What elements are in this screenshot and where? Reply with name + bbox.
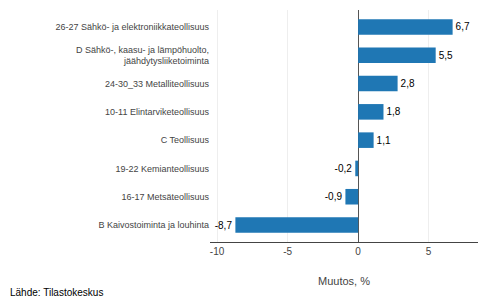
svg-text:-10: -10: [210, 246, 225, 257]
svg-text:0: 0: [355, 246, 361, 257]
svg-text:16-17 Metsäteollisuus: 16-17 Metsäteollisuus: [121, 192, 209, 202]
svg-text:D Sähkö-, kaasu- ja lämpöhuolt: D Sähkö-, kaasu- ja lämpöhuolto,jäähdyty…: [76, 45, 209, 67]
svg-text:24-30_33 Metalliteollisuus: 24-30_33 Metalliteollisuus: [105, 79, 210, 89]
svg-text:-5: -5: [283, 246, 292, 257]
svg-text:Muutos, %: Muutos, %: [318, 275, 370, 287]
svg-text:-0,2: -0,2: [335, 163, 353, 174]
svg-text:-8,7: -8,7: [215, 220, 233, 231]
svg-text:1,8: 1,8: [386, 106, 400, 117]
svg-text:-0,9: -0,9: [325, 191, 343, 202]
svg-text:26-27 Sähkö- ja elektroniikkat: 26-27 Sähkö- ja elektroniikkateollisuus: [55, 22, 209, 32]
svg-text:19-22 Kemianteollisuus: 19-22 Kemianteollisuus: [115, 164, 209, 174]
svg-text:C Teollisuus: C Teollisuus: [161, 135, 210, 145]
svg-text:6,7: 6,7: [456, 21, 470, 32]
svg-text:5: 5: [426, 246, 432, 257]
svg-text:2,8: 2,8: [401, 78, 415, 89]
svg-text:1,1: 1,1: [377, 135, 391, 146]
svg-text:B Kaivostoiminta ja louhinta: B Kaivostoiminta ja louhinta: [98, 220, 209, 230]
svg-text:5,5: 5,5: [439, 50, 453, 61]
svg-text:Lähde: Tilastokeskus: Lähde: Tilastokeskus: [10, 287, 103, 298]
svg-text:10-11 Elintarviketeollisuus: 10-11 Elintarviketeollisuus: [105, 107, 209, 117]
